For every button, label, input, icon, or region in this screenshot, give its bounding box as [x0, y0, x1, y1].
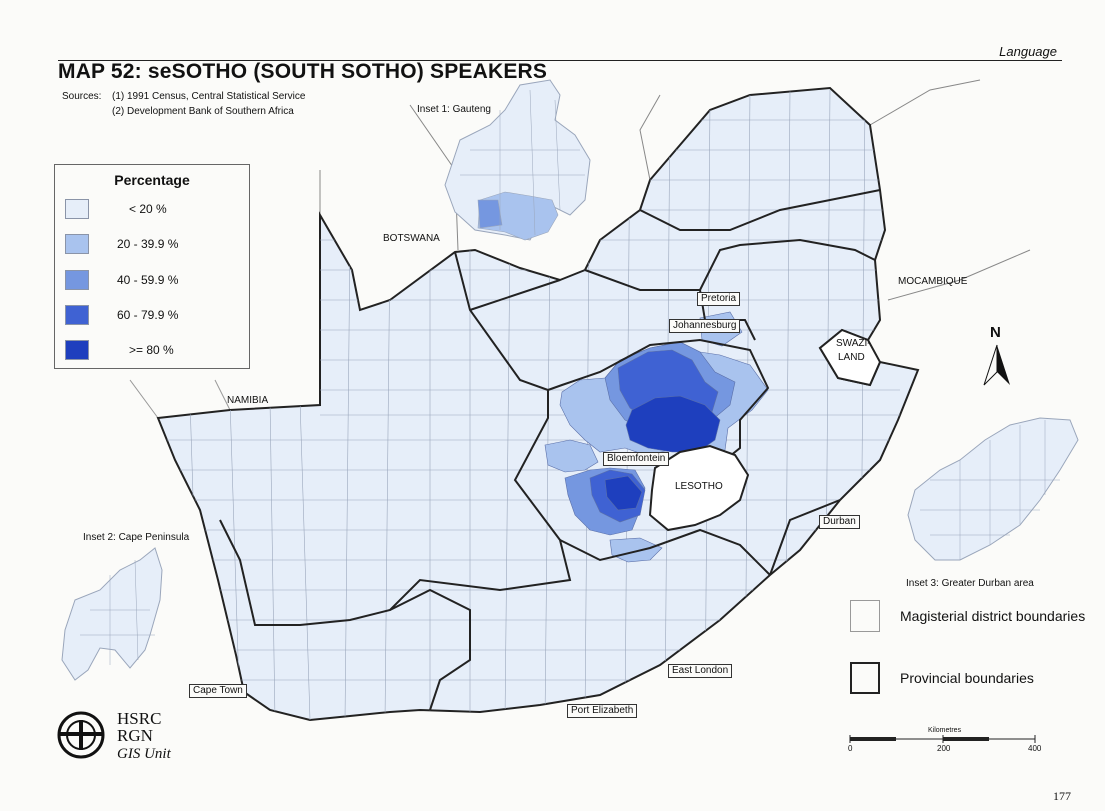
label-lesotho: LESOTHO	[675, 481, 723, 492]
sesotho-regions	[544, 311, 769, 563]
legend-label: 60 - 79.9 %	[117, 308, 179, 322]
logo-line-1: HSRC	[117, 709, 162, 728]
logo-line-2: RGN	[117, 726, 153, 745]
inset-gauteng	[444, 79, 591, 241]
north-label: N	[990, 324, 1001, 341]
region-20-39-southeast	[609, 537, 663, 563]
key-provincial-swatch	[850, 662, 880, 694]
legend-swatch	[65, 234, 89, 254]
region-20-39-west	[544, 439, 599, 473]
label-inset-cape-peninsula: Inset 2: Cape Peninsula	[83, 532, 190, 543]
source-1: (1) 1991 Census, Central Statistical Ser…	[112, 91, 306, 102]
scale-tick-200: 200	[937, 744, 951, 753]
label-mocambique: MOCAMBIQUE	[898, 276, 968, 287]
legend-swatch	[65, 340, 89, 360]
scale-tick-0: 0	[848, 744, 853, 753]
map-title: MAP 52: seSOTHO (SOUTH SOTHO) SPEAKERS	[58, 60, 548, 83]
legend-item: >= 80 %	[65, 339, 174, 361]
section-label: Language	[999, 44, 1057, 59]
header-rule	[58, 60, 1062, 61]
page-number: 177	[1053, 789, 1071, 803]
label-cape-town: Cape Town	[189, 684, 247, 698]
provincial-boundaries	[219, 189, 881, 711]
key-magisterial-swatch	[850, 600, 880, 632]
scale-title: Kilometres	[928, 727, 962, 734]
region-80-plus-south	[604, 475, 643, 511]
scale-tick-400: 400	[1028, 744, 1042, 753]
legend-item: < 20 %	[65, 198, 167, 220]
label-inset-durban: Inset 3: Greater Durban area	[906, 578, 1034, 589]
namibia-border	[129, 379, 231, 419]
legend-item: 40 - 59.9 %	[65, 269, 178, 291]
legend: Percentage < 20 % 20 - 39.9 % 40 - 59.9 …	[54, 164, 250, 369]
legend-label: 40 - 59.9 %	[117, 273, 179, 287]
sources-label: Sources:	[62, 91, 102, 102]
scale-bar	[849, 735, 1036, 743]
label-johannesburg: Johannesburg	[669, 319, 741, 333]
key-magisterial: Magisterial district boundaries	[850, 600, 1085, 632]
legend-item: 60 - 79.9 %	[65, 304, 178, 326]
legend-title: Percentage	[114, 172, 190, 188]
legend-label: 20 - 39.9 %	[117, 237, 179, 251]
legend-swatch	[65, 270, 89, 290]
legend-label: >= 80 %	[129, 343, 174, 357]
label-botswana: BOTSWANA	[383, 233, 440, 244]
legend-item: 20 - 39.9 %	[65, 233, 178, 255]
inset-durban	[907, 417, 1079, 561]
label-inset-gauteng: Inset 1: Gauteng	[417, 104, 491, 115]
legend-label: < 20 %	[129, 202, 167, 216]
source-2: (2) Development Bank of Southern Africa	[112, 106, 294, 117]
legend-swatch	[65, 199, 89, 219]
logo-text: HSRC RGN	[117, 710, 161, 744]
swaziland	[818, 328, 882, 387]
label-swaziland-1: SWAZI-	[836, 338, 871, 349]
north-arrow-icon	[983, 344, 1010, 386]
label-namibia: NAMIBIA	[227, 395, 269, 406]
label-port-elizabeth: Port Elizabeth	[567, 704, 638, 718]
label-durban: Durban	[819, 515, 860, 529]
legend-swatch	[65, 305, 89, 325]
label-bloemfontein: Bloemfontein	[603, 452, 670, 466]
key-provincial: Provincial boundaries	[850, 662, 1034, 694]
key-magisterial-label: Magisterial district boundaries	[900, 608, 1086, 624]
inset-cape-peninsula	[61, 547, 163, 681]
lesotho	[648, 444, 750, 532]
key-provincial-label: Provincial boundaries	[900, 670, 1034, 686]
label-east-london: East London	[668, 664, 733, 678]
label-pretoria: Pretoria	[697, 292, 741, 306]
hsrc-logo-icon	[56, 710, 106, 765]
label-swaziland-2: LAND	[838, 352, 865, 363]
neighbour-border-east	[869, 79, 1031, 301]
logo-line-3: GIS Unit	[117, 746, 171, 762]
